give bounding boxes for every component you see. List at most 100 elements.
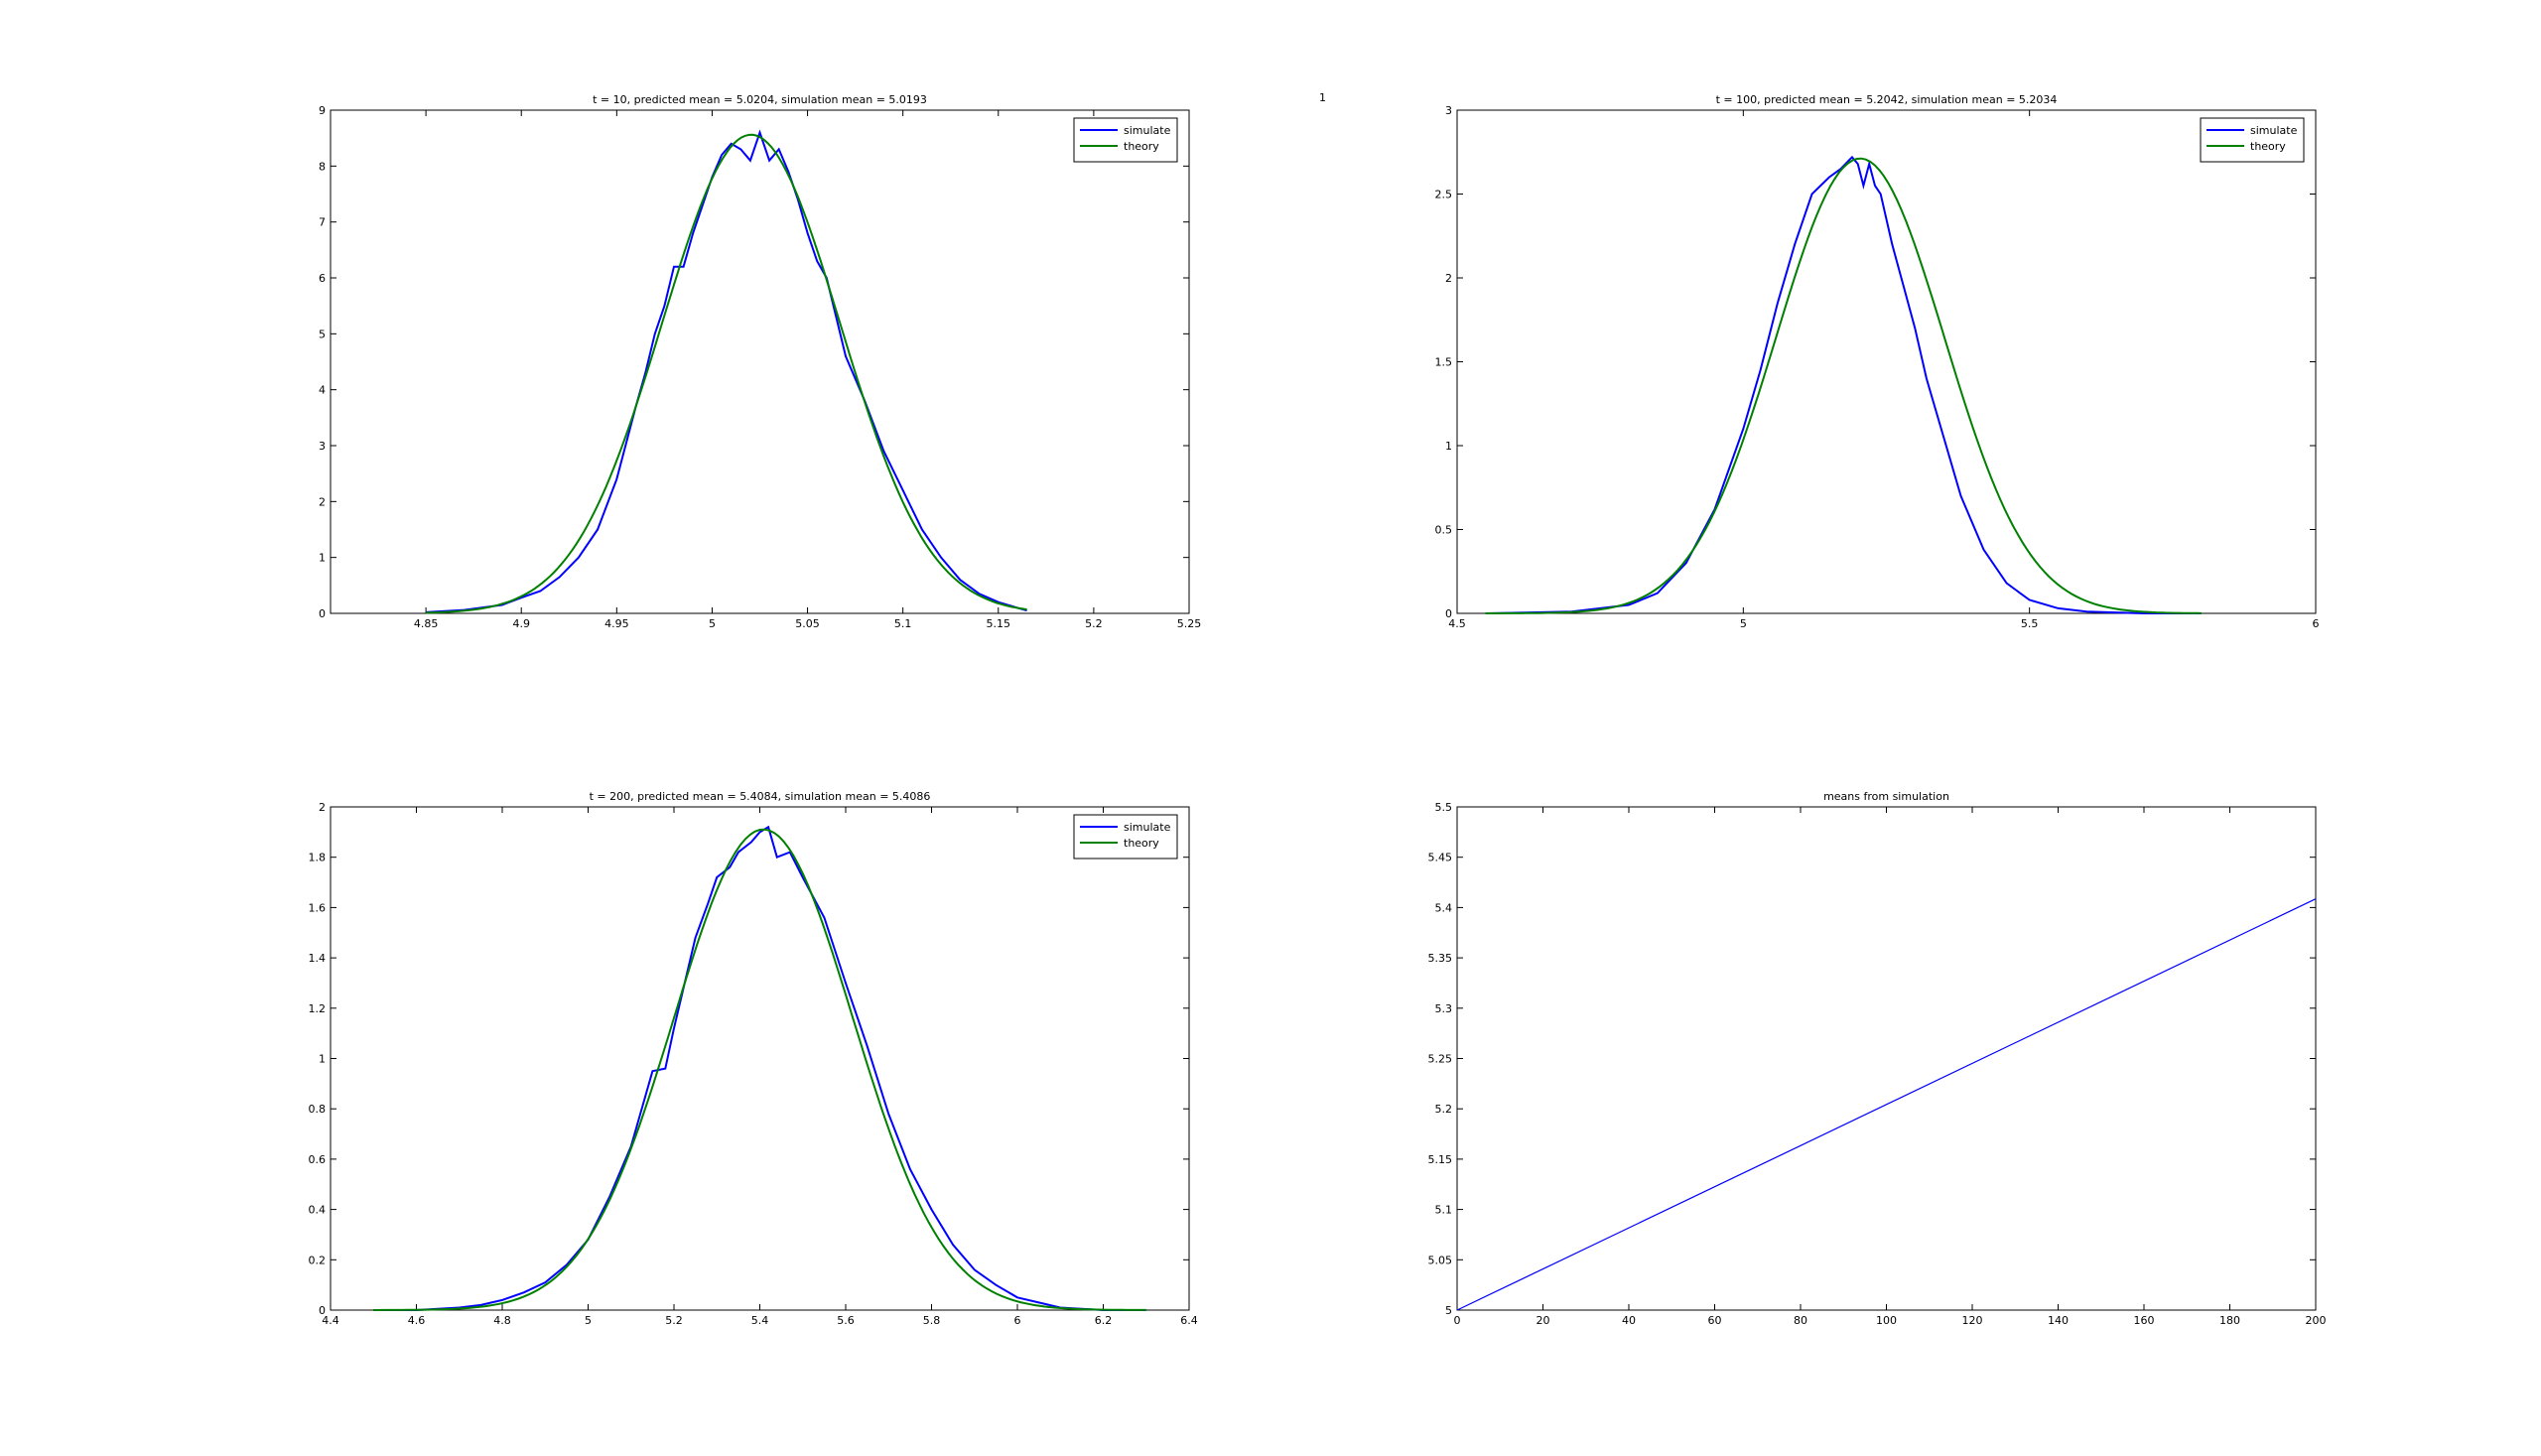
y-tick-label: 2.5 [1435,189,1453,201]
y-tick-label: 0 [1445,607,1452,620]
y-tick-label: 2 [1445,272,1452,285]
x-tick-label: 4.9 [512,617,530,630]
chart-title: t = 100, predicted mean = 5.2042, simula… [1716,93,2058,106]
chart-title: t = 200, predicted mean = 5.4084, simula… [590,790,931,803]
x-tick-label: 140 [2048,1314,2069,1327]
legend-label-simulate: simulate [2250,124,2298,137]
y-tick-label: 4 [319,384,326,397]
series-theory-line [1485,157,2202,614]
y-tick-label: 5.1 [1435,1204,1453,1217]
axes-box [330,109,1190,614]
y-tick-label: 0.8 [309,1103,327,1116]
chart-title: means from simulation [1823,790,1949,803]
y-tick-label: 5.4 [1435,901,1453,914]
y-tick-label: 5 [1445,1304,1452,1317]
series-line [1456,898,2317,1311]
x-tick-label: 5.8 [923,1314,941,1327]
y-tick-label: 5.35 [1428,952,1453,965]
series-simulate-line [1485,155,2202,614]
legend: simulate theory [2200,117,2305,163]
series-simulate-line [426,129,1027,613]
y-tick-label: 3 [1445,104,1452,117]
series-theory-line [373,828,1146,1311]
x-tick-label: 0 [1454,1314,1461,1327]
x-tick-label: 4.85 [414,617,439,630]
y-tick-label: 5.15 [1428,1153,1453,1166]
y-tick-label: 1.4 [309,952,327,965]
y-tick-label: 5.45 [1428,852,1453,864]
y-tick-label: 1 [1445,440,1452,453]
x-tick-label: 5.25 [1177,617,1202,630]
y-tick-label: 5 [319,328,326,340]
chart-4: means from simulation 0 20 40 60 80 100 120 140 1… [1428,790,2327,1327]
legend-box [2200,117,2305,163]
x-tick-label: 5 [709,617,716,630]
y-tick-label: 0 [319,607,326,620]
y-tick-label: 6 [319,272,326,285]
x-tick-label: 6.2 [1095,1314,1113,1327]
legend-box [1073,814,1178,860]
y-tick-label: 8 [319,160,326,173]
y-tick-label: 5.05 [1428,1254,1453,1266]
x-tick-label: 4.95 [604,617,629,630]
x-tick-label: 100 [1876,1314,1897,1327]
y-tick-label: 1.2 [309,1002,327,1015]
x-tick-label: 5.15 [987,617,1011,630]
x-tick-label: 60 [1708,1314,1722,1327]
series-simulate-line [373,825,1146,1311]
x-tick-label: 4.8 [493,1314,511,1327]
series-theory-line [426,133,1027,614]
x-tick-label: 4.4 [322,1314,339,1327]
x-tick-label: 5.2 [1085,617,1103,630]
x-tick-label: 160 [2134,1314,2155,1327]
y-tick-label: 5.3 [1435,1002,1453,1015]
y-tick-label: 7 [319,216,326,229]
y-tick-label: 9 [319,104,326,117]
axes-box [1456,806,2317,1311]
chart-title: t = 10, predicted mean = 5.0204, simulat… [593,93,927,106]
x-tick-label: 5.2 [665,1314,683,1327]
x-tick-label: 180 [2219,1314,2240,1327]
y-tick-label: 0.5 [1435,524,1453,537]
chart-2: t = 100, predicted mean = 5.2042, simula… [1435,93,2320,630]
legend-label-theory: theory [2250,140,2286,153]
x-tick-label: 20 [1537,1314,1550,1327]
y-tick-label: 3 [319,440,326,453]
y-tick-label: 5.5 [1435,801,1453,814]
x-tick-label: 200 [2306,1314,2327,1327]
y-tick-label: 1.8 [309,852,327,864]
y-tick-label: 0.6 [309,1153,327,1166]
x-tick-label: 5.1 [894,617,912,630]
legend: simulate theory [1073,814,1178,860]
y-tick-label: 1 [319,1053,326,1066]
y-tick-label: 1 [319,552,326,565]
x-tick-label: 5 [1740,617,1747,630]
y-tick-label: 0 [319,1304,326,1317]
y-tick-label: 2 [319,495,326,508]
x-tick-label: 80 [1794,1314,1807,1327]
legend-label-theory: theory [1124,837,1159,850]
y-tick-label: 5.2 [1435,1103,1453,1116]
x-tick-label: 6.4 [1180,1314,1198,1327]
x-tick-label: 5.5 [2021,617,2039,630]
y-tick-label: 5.25 [1428,1053,1453,1066]
y-tick-label: 1.5 [1435,356,1453,369]
y-tick-label: 2 [319,801,326,814]
x-tick-label: 5 [585,1314,592,1327]
figure-number-label: 1 [1319,91,1326,104]
legend-label-simulate: simulate [1124,124,1171,137]
legend: simulate theory [1073,117,1178,163]
y-tick-label: 0.2 [309,1254,327,1266]
x-tick-label: 5.6 [837,1314,855,1327]
legend-label-theory: theory [1124,140,1159,153]
axes-box [1456,109,2317,614]
legend-label-simulate: simulate [1124,821,1171,834]
axes-box [330,806,1190,1311]
x-tick-label: 5.4 [751,1314,769,1327]
x-tick-label: 40 [1622,1314,1636,1327]
x-tick-label: 4.6 [408,1314,426,1327]
x-tick-label: 4.5 [1448,617,1466,630]
y-tick-label: 1.6 [309,901,327,914]
x-tick-label: 120 [1962,1314,1983,1327]
